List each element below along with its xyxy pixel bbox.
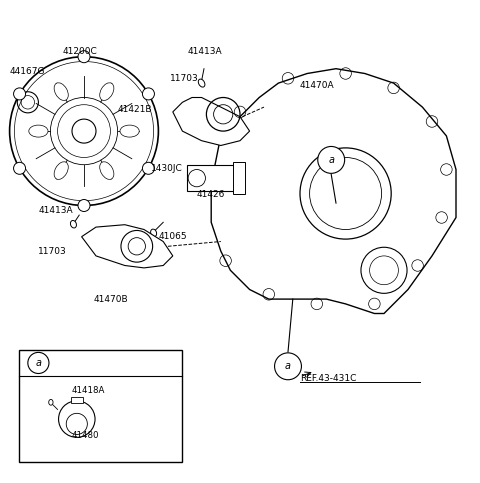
Text: a: a — [36, 358, 41, 368]
Bar — [187, 165, 235, 191]
Text: 41418A: 41418A — [72, 386, 106, 395]
Text: 41413A: 41413A — [187, 47, 222, 57]
Text: 1430JC: 1430JC — [151, 164, 183, 173]
Ellipse shape — [198, 79, 205, 87]
Ellipse shape — [151, 229, 156, 237]
Text: 41065: 41065 — [158, 232, 187, 241]
Ellipse shape — [54, 83, 68, 100]
Ellipse shape — [143, 162, 155, 174]
Text: 41413A: 41413A — [38, 206, 73, 215]
Ellipse shape — [13, 88, 25, 100]
Ellipse shape — [78, 51, 90, 63]
Circle shape — [318, 146, 345, 173]
Text: a: a — [285, 361, 291, 371]
Circle shape — [28, 353, 49, 373]
Ellipse shape — [120, 125, 139, 137]
Text: a: a — [328, 155, 334, 165]
Polygon shape — [211, 69, 456, 313]
Ellipse shape — [143, 88, 155, 100]
Text: 44167G: 44167G — [10, 67, 45, 76]
Ellipse shape — [54, 162, 68, 179]
Text: 41480: 41480 — [72, 431, 99, 440]
Bar — [71, 397, 83, 403]
Ellipse shape — [71, 220, 76, 228]
Text: 41470B: 41470B — [94, 295, 128, 304]
Ellipse shape — [78, 199, 90, 212]
Text: 41421B: 41421B — [118, 105, 152, 114]
Text: 11703: 11703 — [170, 74, 199, 83]
Text: 11703: 11703 — [38, 247, 67, 256]
Polygon shape — [173, 98, 250, 145]
Text: 41200C: 41200C — [62, 47, 97, 57]
Bar — [233, 162, 245, 194]
Text: 41426: 41426 — [197, 190, 225, 199]
Text: 41470A: 41470A — [300, 81, 335, 90]
Polygon shape — [82, 225, 173, 268]
Ellipse shape — [29, 125, 48, 137]
Ellipse shape — [100, 83, 114, 100]
Bar — [19, 350, 182, 462]
Ellipse shape — [100, 162, 114, 179]
Ellipse shape — [49, 399, 53, 405]
Text: REF.43-431C: REF.43-431C — [300, 374, 356, 383]
Circle shape — [275, 353, 301, 380]
Ellipse shape — [13, 162, 25, 174]
